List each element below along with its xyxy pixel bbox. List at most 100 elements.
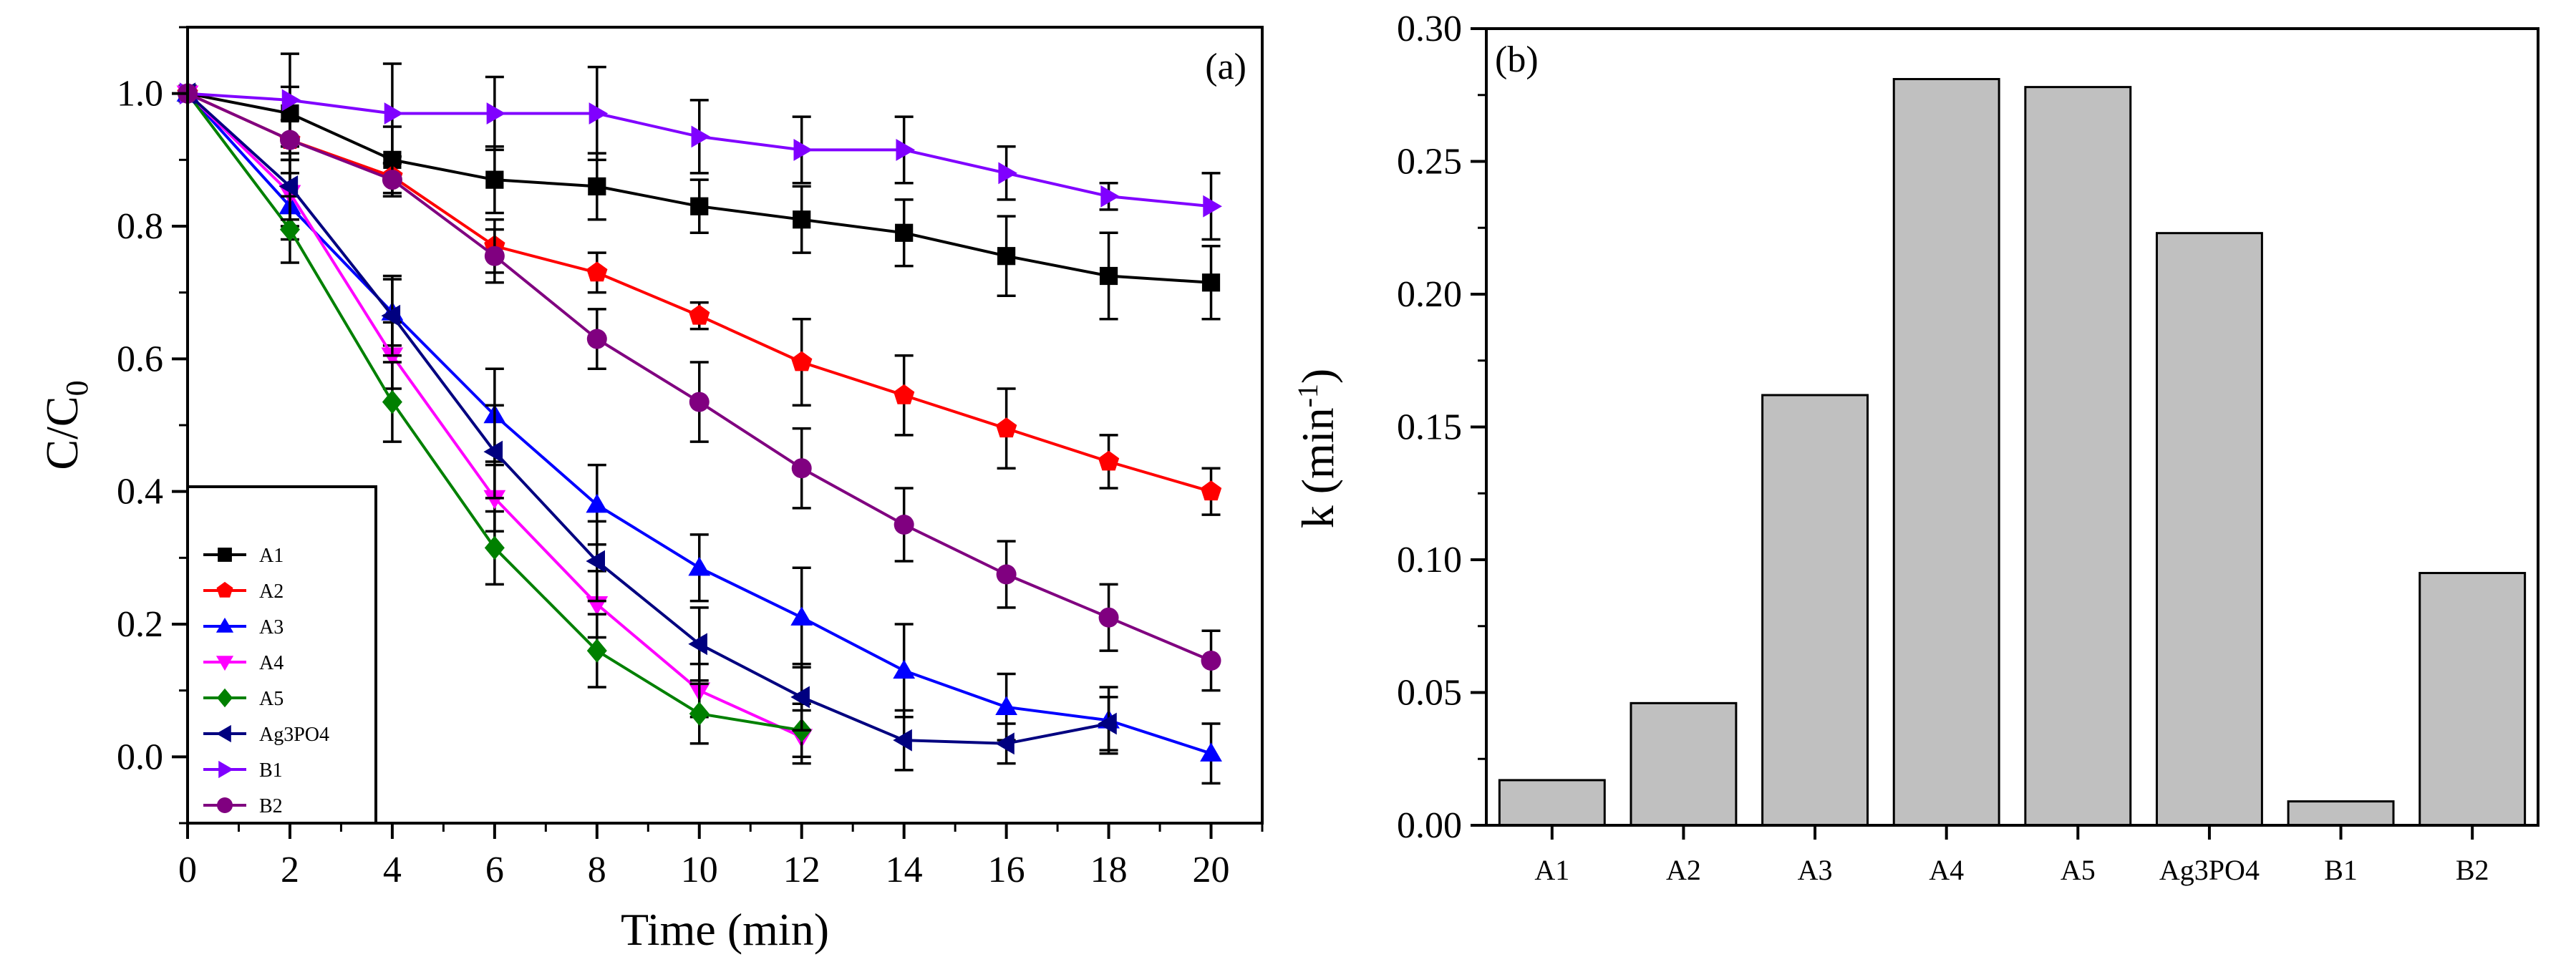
panel-b-x-tick-label: B1 — [2324, 854, 2358, 886]
panel-b-x-tick-label: A2 — [1666, 854, 1701, 886]
data-point-B2 — [689, 392, 710, 412]
data-point-B2 — [382, 170, 402, 190]
series-Ag3PO4 — [176, 82, 1118, 772]
panel-a-x-tick-label: 6 — [485, 850, 504, 890]
panel-a-y-axis-label-subscript: 0 — [59, 380, 95, 396]
data-point-A3 — [1200, 742, 1222, 762]
data-point-A2 — [1098, 450, 1120, 471]
panel-a-x-tick-label: 16 — [988, 850, 1025, 890]
data-point-B1 — [1203, 195, 1222, 218]
data-point-B2 — [586, 329, 607, 349]
legend-item-A4: A4 — [203, 652, 284, 674]
panel-b-y-axis-label: k (min-1) — [1292, 369, 1343, 529]
data-point-B1 — [589, 102, 609, 125]
data-point-A1 — [690, 197, 709, 215]
data-point-Ag3PO4 — [790, 686, 810, 709]
panel-a-x-tick-label: 4 — [383, 850, 402, 890]
panel-b-bars — [1498, 77, 2527, 827]
legend-marker — [218, 548, 232, 562]
data-point-A3 — [790, 606, 813, 626]
data-point-A3 — [688, 556, 711, 576]
panel-b-y-tick-label: 0.25 — [1397, 142, 1462, 183]
data-point-A1 — [485, 170, 504, 189]
panel-a-y-tick-label: 0.8 — [117, 206, 163, 247]
bar-A2 — [1630, 701, 1738, 827]
data-point-Ag3PO4 — [893, 729, 912, 752]
panel-a-label: (a) — [1205, 47, 1246, 87]
data-point-A4 — [483, 490, 506, 510]
legend-item-B1: B1 — [203, 759, 283, 782]
data-point-B2 — [791, 458, 812, 479]
legend-label: B1 — [259, 759, 283, 782]
legend-marker — [216, 656, 234, 671]
panel-a-x-tick-label: 14 — [886, 850, 923, 890]
data-point-A1 — [1099, 266, 1118, 286]
data-point-A1 — [1201, 273, 1221, 292]
panel-a-y-tick-label: 0.4 — [117, 472, 163, 512]
panel-a-x-tick-label: 10 — [681, 850, 718, 890]
legend-label: A5 — [259, 688, 284, 710]
legend-label: B2 — [259, 795, 283, 817]
legend-marker — [217, 797, 233, 813]
panel-b-y-axis-label-superscript: -1 — [1292, 384, 1324, 407]
panel-a-x-tick-label: 20 — [1193, 850, 1230, 890]
data-point-B2 — [484, 246, 505, 266]
data-point-B1 — [998, 162, 1018, 185]
bar-B1 — [2287, 800, 2395, 827]
legend-label: A1 — [259, 545, 284, 567]
data-point-B1 — [896, 139, 916, 161]
panel-a-x-tick-label: 8 — [588, 850, 606, 890]
panel-b-y-tick-label: 0.20 — [1397, 274, 1462, 315]
data-point-A3 — [586, 493, 609, 513]
panel-b-x-tick-label: A3 — [1798, 854, 1833, 886]
panel-b-x-tick-label: A1 — [1534, 854, 1569, 886]
data-point-B1 — [793, 139, 813, 161]
legend-marker — [216, 581, 233, 598]
data-point-B2 — [996, 564, 1017, 585]
panel-b-y-axis-label-main: k (min — [1292, 407, 1343, 528]
bar-B2 — [2418, 572, 2527, 827]
series-line-Ag3PO4 — [186, 92, 1109, 745]
data-point-A5 — [279, 217, 300, 242]
data-point-A1 — [793, 210, 811, 229]
legend-label: A4 — [259, 652, 284, 674]
panel-a-y-tick-label: 0.0 — [117, 737, 163, 777]
data-point-Ag3PO4 — [483, 440, 503, 463]
series-B1 — [179, 52, 1222, 241]
data-point-A2 — [894, 384, 915, 404]
data-point-A3 — [995, 696, 1018, 716]
data-point-A2 — [586, 261, 608, 282]
panel-a-y-axis-label-main: C/C — [37, 396, 87, 470]
panel-b-y-tick-label: 0.10 — [1397, 540, 1462, 580]
panel-b-bar-chart: 0.00 0.05 0.10 0.15 0.20 0.25 0.30 A1 A2 A3 A4 A5 Ag… — [1292, 9, 2539, 886]
data-point-A1 — [997, 247, 1016, 266]
data-point-B1 — [384, 102, 404, 125]
data-point-B1 — [486, 102, 506, 125]
legend-marker — [217, 688, 233, 708]
legend-marker — [216, 724, 231, 743]
data-point-A2 — [1200, 480, 1222, 501]
legend-label: A2 — [259, 580, 284, 603]
bar-Ag3PO4 — [2155, 232, 2263, 827]
panel-a-x-tick-label: 0 — [178, 850, 197, 890]
legend-item-A3: A3 — [203, 616, 284, 638]
data-point-B1 — [281, 89, 301, 112]
data-point-A5 — [586, 638, 607, 663]
panel-a-y-axis-label: C/C0 — [37, 380, 95, 470]
series-B2 — [178, 83, 1221, 692]
data-point-A2 — [996, 417, 1017, 438]
data-point-A2 — [791, 351, 813, 371]
panel-a-x-tick-label: 12 — [783, 850, 820, 890]
data-point-B2 — [1098, 607, 1119, 628]
panel-a-legend: A1 A2 A3 A4 A5 Ag3PO4 B1 B2 — [186, 485, 377, 825]
data-point-A5 — [382, 389, 402, 414]
panel-a-y-tick-label: 1.0 — [117, 74, 163, 115]
legend-item-A5: A5 — [203, 688, 284, 710]
legend-item-B2: B2 — [203, 795, 283, 817]
panel-b-y-tick-label: 0.05 — [1397, 673, 1462, 714]
panel-a-y-tick-label: 0.2 — [117, 604, 163, 645]
data-point-Ag3PO4 — [1098, 712, 1117, 735]
data-point-Ag3PO4 — [279, 175, 299, 198]
panel-b-y-tick-label: 0.00 — [1397, 805, 1462, 846]
data-point-A4 — [381, 347, 404, 367]
